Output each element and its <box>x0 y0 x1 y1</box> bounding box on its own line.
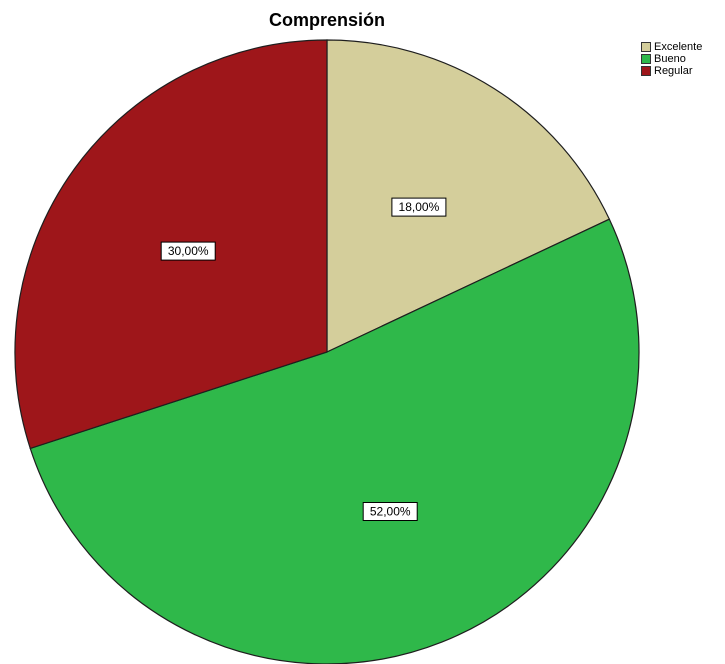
data-label-box-bueno <box>362 502 418 521</box>
legend-entry-regular: Regular <box>641 65 702 77</box>
chart-title: Comprensión <box>268 10 385 30</box>
data-label-box-excelente <box>391 197 447 217</box>
data-label-regular: 30,00% <box>160 241 216 261</box>
data-label-text-regular: 30,00% <box>168 244 209 258</box>
legend-swatch-bueno <box>641 54 651 64</box>
data-label-bueno: 52,00% <box>362 502 418 521</box>
data-label-text-bueno: 52,00% <box>370 505 411 519</box>
data-label-excelente: 18,00% <box>391 197 447 217</box>
pie-slice-bueno <box>29 218 640 664</box>
legend-label-bueno: Bueno <box>654 53 686 65</box>
data-label-box-regular <box>160 241 216 261</box>
data-label-text-excelente: 18,00% <box>399 200 440 214</box>
legend-entry-excelente: Excelente <box>641 41 702 53</box>
pie-slice-excelente <box>326 39 611 353</box>
legend-entry-bueno: Bueno <box>641 53 702 65</box>
legend-swatch-regular <box>641 66 651 76</box>
legend-label-excelente: Excelente <box>654 41 703 53</box>
legend-label-regular: Regular <box>654 65 693 77</box>
legend-swatch-excelente <box>641 42 651 52</box>
legend: Excelente Bueno Regular <box>641 41 702 77</box>
